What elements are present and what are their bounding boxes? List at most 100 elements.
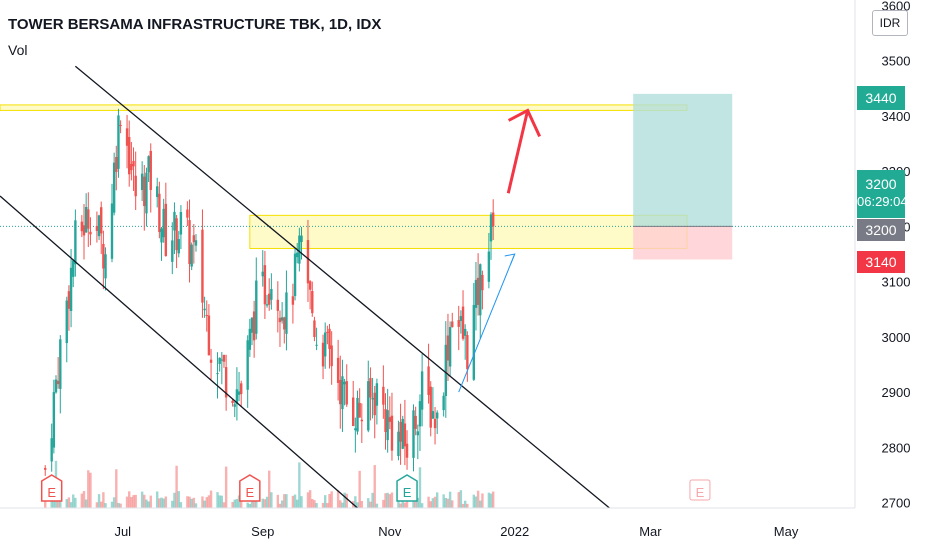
- volume-bar: [397, 497, 400, 508]
- candle-body: [132, 160, 135, 167]
- volume-bar: [95, 502, 99, 508]
- volume-bars: [44, 460, 495, 508]
- candle-body: [248, 328, 252, 350]
- volume-bar: [491, 491, 495, 508]
- volume-bar: [315, 503, 318, 508]
- candle-body: [444, 344, 448, 396]
- volume-bar: [87, 470, 90, 508]
- close-price-label: 3200: [857, 219, 905, 241]
- candle-body: [397, 431, 400, 457]
- target-zone: [633, 93, 733, 227]
- candle-body: [414, 415, 417, 429]
- candle-body: [341, 376, 344, 410]
- volume-bar: [209, 490, 213, 508]
- candle-body: [283, 317, 286, 330]
- volume-bar: [140, 491, 144, 508]
- candle-body: [420, 371, 424, 410]
- volume-bar: [175, 465, 178, 508]
- candle-body: [173, 211, 176, 231]
- candle-body: [158, 193, 161, 233]
- volume-bar: [233, 499, 236, 508]
- volume-bar: [110, 501, 114, 508]
- candle-body: [130, 163, 133, 171]
- volume-bar: [115, 469, 118, 508]
- volume-bar: [276, 494, 280, 508]
- volume-bar: [224, 466, 228, 508]
- volume-bar: [143, 494, 146, 508]
- candle-body: [371, 397, 374, 400]
- candle-body: [80, 221, 84, 232]
- earnings-marker: [689, 479, 711, 501]
- volume-bar: [265, 496, 269, 508]
- candle-body: [177, 239, 180, 254]
- y-tick-label: 3400: [882, 109, 911, 124]
- volume-bar: [134, 494, 137, 508]
- candle-body: [224, 367, 228, 398]
- candle-body: [491, 212, 495, 227]
- candle-body: [386, 410, 389, 441]
- candle-body: [280, 317, 284, 321]
- candle-body: [442, 395, 445, 411]
- upper-channel-line: [74, 65, 610, 509]
- candle-body: [328, 328, 331, 349]
- volume-bar: [283, 494, 286, 508]
- volume-bar: [186, 496, 189, 508]
- candle-body: [321, 342, 325, 367]
- candle-body: [481, 274, 484, 291]
- volume-bar: [72, 494, 75, 508]
- candle-body: [89, 231, 92, 235]
- volume-bar: [248, 503, 252, 508]
- candle-body: [145, 172, 148, 214]
- volume-bar: [341, 502, 344, 508]
- volume-bar: [300, 496, 303, 508]
- candle-body: [388, 417, 392, 422]
- volume-bar: [311, 498, 314, 508]
- candle-body: [412, 410, 415, 458]
- candle-body: [474, 279, 478, 308]
- volume-bar: [255, 499, 258, 508]
- chart-title: TOWER BERSAMA INFRASTRUCTURE TBK, 1D, ID…: [8, 16, 382, 33]
- volume-bar: [313, 500, 316, 508]
- stop-price-label: 3140: [857, 251, 905, 273]
- projection-arrowhead: [504, 253, 516, 265]
- candle-body: [461, 306, 465, 339]
- candle-body: [278, 317, 282, 323]
- currency-button[interactable]: IDR: [872, 10, 908, 36]
- volume-bar: [50, 500, 53, 508]
- candle-body: [201, 229, 204, 303]
- volume-bar: [188, 496, 191, 508]
- candle-body: [433, 418, 437, 429]
- volume-bar: [328, 494, 331, 508]
- volume-bar: [336, 490, 340, 508]
- y-tick-label: 2800: [882, 440, 911, 455]
- candle-body: [263, 265, 267, 305]
- candle-body: [50, 438, 53, 462]
- candle-body: [235, 389, 239, 404]
- volume-bar: [427, 496, 430, 508]
- candle-body: [466, 335, 469, 370]
- volume-indicator-label[interactable]: Vol: [8, 42, 28, 58]
- candle-body: [69, 267, 73, 311]
- candle-body: [95, 226, 99, 231]
- projection-path: [458, 253, 516, 393]
- volume-bar: [278, 503, 282, 508]
- candle-body: [463, 328, 467, 336]
- volume-bar: [384, 493, 387, 508]
- candle-body: [82, 225, 86, 236]
- volume-bar: [420, 503, 424, 508]
- candle-body: [291, 296, 295, 305]
- x-tick-label: 2022: [500, 524, 529, 539]
- candle-body: [237, 391, 241, 395]
- candle-body: [476, 277, 480, 305]
- candle-body: [171, 240, 174, 262]
- volume-bar: [207, 495, 211, 508]
- volume-bar: [222, 502, 226, 508]
- earnings-marker-label: E: [245, 485, 254, 500]
- volume-bar: [237, 495, 241, 508]
- volume-bar: [250, 497, 254, 508]
- y-tick-label: 3500: [882, 54, 911, 69]
- y-tick-label: 3000: [882, 330, 911, 345]
- candle-body: [427, 366, 430, 395]
- candle-body: [186, 209, 189, 218]
